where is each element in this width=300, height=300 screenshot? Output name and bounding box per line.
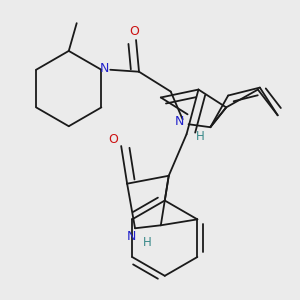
Text: N: N (175, 115, 184, 128)
Text: N: N (126, 230, 136, 243)
Text: H: H (196, 130, 205, 142)
Text: O: O (129, 25, 139, 38)
Text: N: N (100, 62, 109, 75)
Text: H: H (142, 236, 151, 249)
Text: O: O (108, 133, 118, 146)
